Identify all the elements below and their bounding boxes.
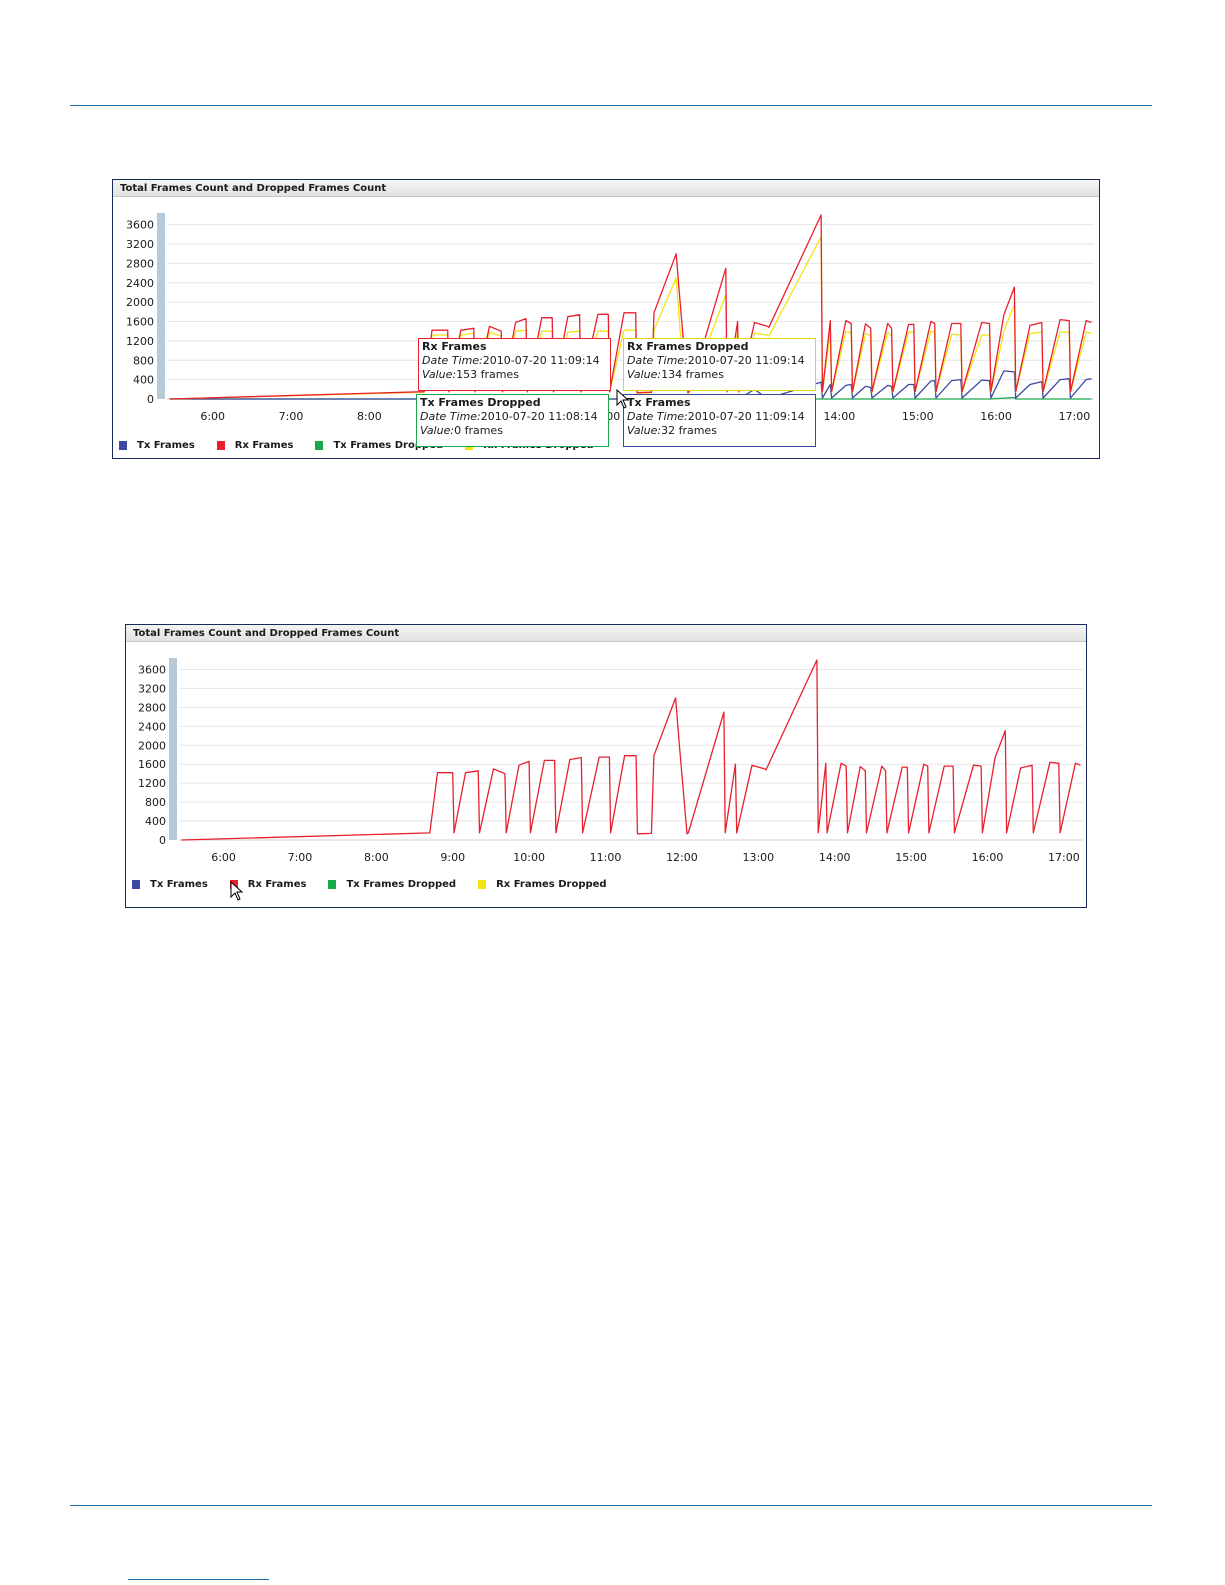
tooltip-date: Date Time:2010-07-20 11:09:14	[627, 354, 805, 367]
legend-label: Tx Frames	[150, 879, 208, 890]
y-tick-label: 1200	[126, 335, 154, 348]
legend-swatch	[315, 441, 324, 450]
x-tick-label: 6:00	[200, 410, 225, 423]
header-rule	[70, 105, 1152, 106]
x-tick-label: 17:00	[1059, 410, 1091, 423]
x-tick-label: 15:00	[902, 410, 934, 423]
tooltip-title: Rx Frames Dropped	[627, 340, 749, 353]
y-tick-label: 400	[133, 374, 154, 387]
y-axis-bar	[157, 213, 165, 399]
x-tick-label: 9:00	[440, 851, 465, 864]
series-line-rx-frames	[181, 659, 1081, 841]
mouse-pointer-icon	[616, 389, 630, 409]
chart-legend: Tx Frames Rx Frames Tx Frames Dropped Rx Fr…	[132, 879, 629, 890]
tooltip-date: Date Time:2010-07-20 11:09:14	[422, 354, 600, 367]
tooltip-value: Value:0 frames	[420, 424, 503, 437]
y-tick-label: 1600	[138, 758, 166, 771]
y-tick-label: 2000	[126, 296, 154, 309]
y-tick-label: 0	[147, 393, 154, 406]
y-tick-label: 2800	[138, 701, 166, 714]
tooltip-tx-frames-dropped: Tx Frames Dropped Date Time:2010-07-20 11…	[416, 394, 609, 447]
x-tick-label: 8:00	[357, 410, 382, 423]
y-tick-label: 1200	[138, 777, 166, 790]
y-tick-label: 400	[145, 815, 166, 828]
legend-label: Rx Frames Dropped	[496, 879, 607, 890]
mouse-pointer-icon	[230, 881, 244, 901]
y-tick-label: 2400	[138, 720, 166, 733]
y-tick-label: 2800	[126, 257, 154, 270]
legend-item-tx-frames-dropped[interactable]: Tx Frames Dropped	[328, 879, 456, 890]
x-tick-label: 17:00	[1048, 851, 1080, 864]
y-tick-label: 800	[133, 354, 154, 367]
legend-item-tx-frames[interactable]: Tx Frames	[132, 879, 208, 890]
y-tick-label: 3600	[138, 663, 166, 676]
y-tick-label: 3200	[138, 682, 166, 695]
legend-swatch	[119, 441, 127, 450]
footer-link-underline	[128, 1579, 269, 1580]
chart-title: Total Frames Count and Dropped Frames Co…	[126, 625, 1086, 642]
y-tick-label: 2000	[138, 739, 166, 752]
tooltip-value: Value:134 frames	[627, 368, 724, 381]
legend-swatch	[478, 880, 487, 889]
legend-item-tx-frames-dropped[interactable]: Tx Frames Dropped	[315, 440, 443, 451]
x-tick-label: 12:00	[666, 851, 698, 864]
y-tick-label: 2400	[126, 277, 154, 290]
tooltip-tx-frames: Tx Frames Date Time:2010-07-20 11:09:14 Va…	[623, 394, 816, 447]
tooltip-rx-frames: Rx Frames Date Time:2010-07-20 11:09:14 Va…	[418, 338, 611, 391]
tooltip-value: Value:32 frames	[627, 424, 717, 437]
y-tick-label: 3200	[126, 238, 154, 251]
tooltip-rx-frames-dropped: Rx Frames Dropped Date Time:2010-07-20 11…	[623, 338, 816, 391]
tooltip-date: Date Time:2010-07-20 11:08:14	[420, 410, 598, 423]
series-line-tx-frames	[169, 370, 1092, 400]
x-tick-label: 7:00	[279, 410, 304, 423]
tooltip-title: Tx Frames	[627, 396, 691, 409]
chart-title: Total Frames Count and Dropped Frames Co…	[113, 180, 1099, 197]
legend-label: Rx Frames	[234, 440, 294, 451]
legend-swatch	[328, 880, 337, 889]
x-tick-label: 11:00	[590, 851, 622, 864]
x-tick-label: 13:00	[742, 851, 774, 864]
x-tick-label: 14:00	[824, 410, 856, 423]
chart-plot: 0 400 800 1200 1600 2000 2400 2800 3200 3600 6:00 7…	[138, 658, 1083, 864]
legend-label: Rx Frames	[247, 879, 307, 890]
tooltip-date: Date Time:2010-07-20 11:09:14	[627, 410, 805, 423]
tooltip-title: Tx Frames Dropped	[420, 396, 541, 409]
legend-swatch	[216, 441, 225, 450]
x-tick-label: 6:00	[211, 851, 236, 864]
x-tick-label: 10:00	[513, 851, 545, 864]
y-tick-label: 800	[145, 796, 166, 809]
chart-panel-2: Total Frames Count and Dropped Frames Co…	[125, 624, 1087, 908]
x-tick-label: 14:00	[819, 851, 851, 864]
x-tick-label: 15:00	[895, 851, 927, 864]
x-tick-label: 8:00	[364, 851, 389, 864]
y-tick-label: 0	[159, 834, 166, 847]
legend-label: Tx Frames Dropped	[333, 440, 444, 451]
legend-swatch	[132, 880, 140, 889]
tooltip-value: Value:153 frames	[422, 368, 519, 381]
x-tick-label: 16:00	[980, 410, 1012, 423]
tooltip-title: Rx Frames	[422, 340, 487, 353]
legend-label: Tx Frames Dropped	[346, 879, 457, 890]
x-tick-label: 7:00	[288, 851, 313, 864]
y-tick-label: 3600	[126, 219, 154, 232]
legend-label: Tx Frames	[137, 440, 195, 451]
legend-item-tx-frames[interactable]: Tx Frames	[119, 440, 195, 451]
y-axis-bar	[169, 658, 177, 840]
legend-item-rx-frames-dropped[interactable]: Rx Frames Dropped	[478, 879, 607, 890]
footer-rule	[70, 1505, 1152, 1506]
legend-item-rx-frames[interactable]: Rx Frames	[216, 440, 294, 451]
y-tick-label: 1600	[126, 316, 154, 329]
x-tick-label: 16:00	[972, 851, 1004, 864]
